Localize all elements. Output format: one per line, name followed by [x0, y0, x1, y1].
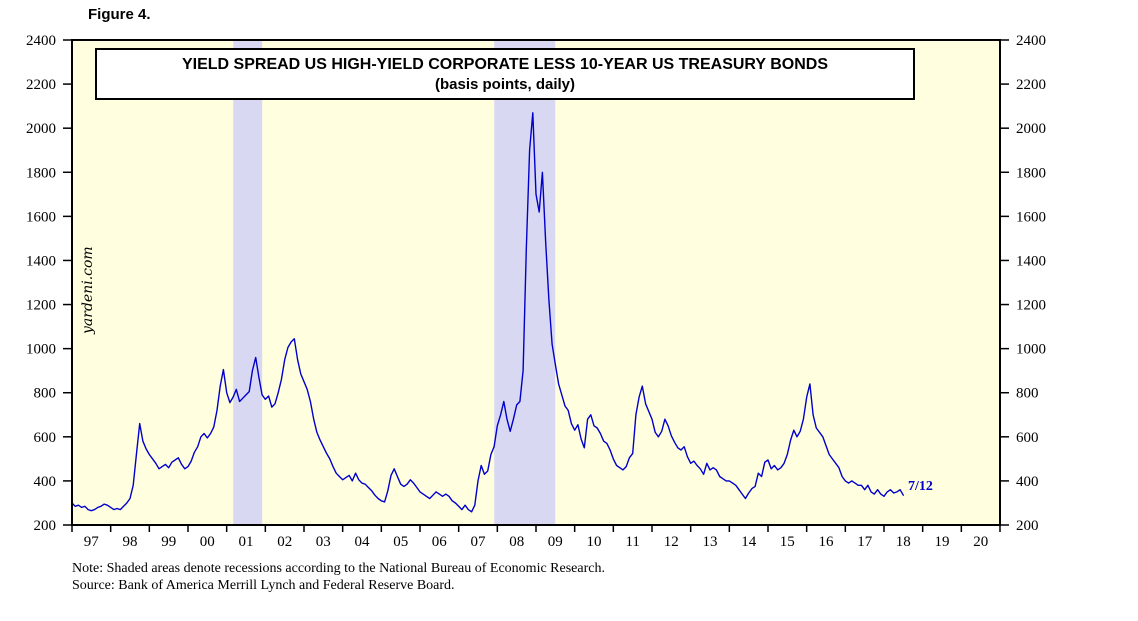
x-axis-tick-label: 16 — [819, 534, 835, 550]
chart-title: YIELD SPREAD US HIGH-YIELD CORPORATE LES… — [181, 56, 828, 73]
y-axis-tick-label: 2000 — [1016, 121, 1046, 137]
yardeni-watermark: yardeni.com — [80, 246, 96, 334]
y-axis-tick-label: 1000 — [26, 342, 56, 358]
y-axis-tick-label: 1600 — [1016, 209, 1046, 225]
x-axis-tick-label: 18 — [896, 534, 911, 550]
x-axis-tick-label: 13 — [703, 534, 718, 550]
note-source: Source: Bank of America Merrill Lynch an… — [72, 578, 455, 594]
x-axis-tick-label: 17 — [857, 534, 873, 550]
x-axis-tick-label: 02 — [277, 534, 292, 550]
y-axis-tick-label: 1800 — [26, 165, 56, 181]
y-axis-tick-label: 600 — [34, 430, 57, 446]
footnotes: Note: Shaded areas denote recessions acc… — [72, 560, 605, 594]
x-axis-tick-label: 09 — [548, 534, 563, 550]
x-axis-tick-label: 15 — [780, 534, 795, 550]
x-axis-tick-label: 01 — [239, 534, 254, 550]
y-axis-tick-label: 800 — [34, 386, 57, 402]
y-axis-tick-label: 1400 — [1016, 253, 1046, 269]
y-axis-tick-label: 1000 — [1016, 342, 1046, 358]
x-axis-tick-label: 14 — [741, 534, 757, 550]
x-axis-tick-label: 07 — [471, 534, 487, 550]
x-axis-tick-label: 03 — [316, 534, 331, 550]
x-axis-tick-label: 08 — [509, 534, 524, 550]
x-axis-tick-label: 99 — [161, 534, 176, 550]
x-axis-tick-label: 20 — [973, 534, 988, 550]
y-axis-tick-label: 2400 — [1016, 33, 1046, 49]
y-axis-tick-label: 1800 — [1016, 165, 1046, 181]
y-axis-tick-label: 1200 — [1016, 298, 1046, 314]
chart-title-box: YIELD SPREAD US HIGH-YIELD CORPORATE LES… — [95, 48, 915, 100]
y-axis-tick-label: 200 — [1016, 518, 1039, 534]
chart-subtitle: (basis points, daily) — [434, 76, 576, 93]
note-recessions: Note: Shaded areas denote recessions acc… — [72, 561, 605, 576]
y-axis-tick-label: 1600 — [26, 209, 56, 225]
y-axis-tick-label: 2000 — [26, 121, 56, 137]
spread-line — [71, 112, 904, 513]
x-axis-tick-label: 06 — [432, 534, 448, 550]
x-axis-tick-label: 98 — [123, 534, 138, 550]
y-axis-tick-label: 1400 — [26, 253, 56, 269]
figure-label: Figure 4. — [88, 6, 151, 23]
x-axis-tick-label: 00 — [200, 534, 215, 550]
x-axis-tick-label: 05 — [393, 534, 408, 550]
x-axis-tick-label: 12 — [664, 534, 679, 550]
y-axis-tick-label: 800 — [1016, 386, 1039, 402]
recession-band — [233, 40, 263, 525]
y-axis-tick-label: 600 — [1016, 430, 1039, 446]
x-axis-tick-label: 10 — [587, 534, 602, 550]
x-axis-tick-label: 19 — [935, 534, 950, 550]
y-axis-tick-label: 2400 — [26, 33, 56, 49]
x-axis-tick-label: 97 — [84, 534, 100, 550]
y-axis-tick-label: 1200 — [26, 298, 56, 314]
y-axis-tick-label: 2200 — [26, 77, 56, 93]
x-axis-tick-label: 11 — [625, 534, 639, 550]
latest-value-date-label: 7/12 — [908, 479, 933, 494]
y-axis-tick-label: 2200 — [1016, 77, 1046, 93]
y-axis-tick-label: 400 — [1016, 474, 1039, 490]
y-axis-tick-label: 200 — [34, 518, 57, 534]
x-axis-tick-label: 04 — [355, 534, 371, 550]
y-axis-tick-label: 400 — [34, 474, 57, 490]
plot-frame — [71, 39, 1001, 526]
